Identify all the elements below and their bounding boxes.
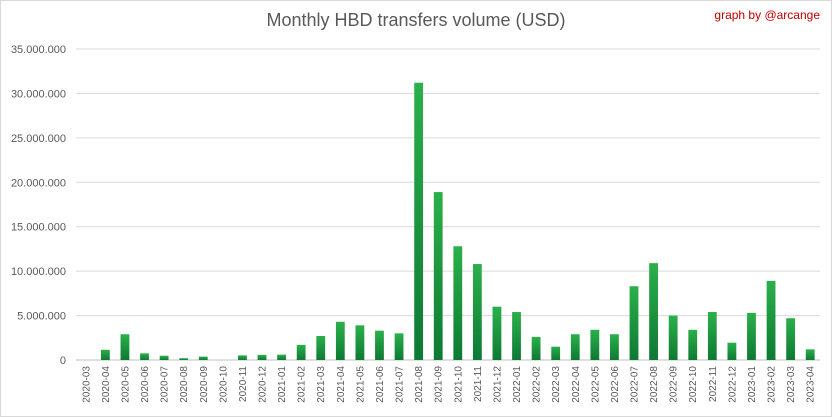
x-tick-label: 2022-02: [532, 366, 543, 403]
bar-2020-04: [100, 349, 110, 360]
bar-2021-02: [296, 344, 306, 360]
bar-2022-05: [590, 329, 600, 360]
bar-2023-03: [786, 318, 796, 360]
x-tick-label: 2022-12: [727, 366, 738, 403]
x-tick-label: 2022-10: [688, 366, 699, 403]
bar-2020-12: [257, 354, 267, 360]
x-tick-label: 2023-02: [767, 366, 778, 403]
x-tick-label: 2022-03: [551, 366, 562, 403]
x-tick-label: 2023-01: [747, 366, 758, 403]
bar-2020-11: [238, 355, 247, 360]
x-tick-label: 2021-09: [434, 366, 445, 403]
bar-2021-06: [375, 330, 384, 360]
x-tick-label: 2020-12: [258, 366, 269, 403]
bar-2022-10: [688, 329, 698, 360]
x-tick-label: 2023-04: [806, 366, 817, 403]
bar-2022-02: [531, 336, 541, 360]
x-tick-label: 2020-03: [81, 366, 92, 403]
x-tick-label: 2020-09: [199, 366, 210, 403]
x-tick-label: 2021-04: [336, 366, 347, 403]
bar-2022-03: [551, 346, 561, 360]
x-tick-label: 2020-07: [160, 366, 171, 403]
y-tick-label: 5.000.000: [17, 311, 66, 323]
y-tick-label: 15.000.000: [11, 222, 66, 234]
y-tick-label: 10.000.000: [11, 266, 66, 278]
bar-2021-03: [316, 336, 326, 360]
bar-2022-08: [649, 263, 658, 360]
y-tick-label: 30.000.000: [11, 88, 66, 100]
x-tick-label: 2020-10: [218, 366, 229, 403]
x-tick-label: 2022-05: [590, 366, 601, 403]
x-tick-label: 2023-03: [786, 366, 797, 403]
bar-2021-08: [414, 82, 424, 360]
x-tick-label: 2022-08: [649, 366, 660, 403]
bar-2021-12: [492, 306, 502, 360]
x-tick-label: 2022-06: [610, 366, 621, 403]
x-tick-label: 2020-11: [238, 366, 249, 402]
x-tick-label: 2022-09: [669, 366, 680, 403]
bar-2020-06: [140, 353, 149, 360]
x-tick-label: 2021-05: [355, 366, 366, 403]
bar-2020-09: [198, 356, 208, 360]
x-tick-label: 2022-01: [512, 366, 523, 403]
bar-2023-04: [805, 349, 815, 360]
chart-title: Monthly HBD transfers volume (USD): [266, 10, 566, 30]
x-tick-label: 2021-02: [297, 366, 308, 403]
x-tick-label: 2020-06: [140, 366, 151, 403]
y-axis-ticks: 0 5.000.000 10.000.000 15.000.000 20.000.000…: [11, 44, 66, 367]
bar-2020-08: [179, 358, 189, 360]
bar-2021-01: [277, 354, 286, 360]
x-tick-label: 2021-08: [414, 366, 425, 403]
bar-2023-02: [766, 280, 776, 360]
x-tick-label: 2022-04: [571, 366, 582, 403]
bar-2020-07: [159, 355, 169, 360]
bar-2021-10: [453, 246, 463, 360]
x-tick-label: 2020-04: [101, 366, 112, 403]
x-tick-label: 2020-08: [179, 366, 190, 403]
x-tick-label: 2021-12: [492, 366, 503, 403]
x-tick-label: 2021-06: [375, 366, 386, 403]
bar-2021-11: [472, 264, 482, 360]
x-tick-label: 2021-10: [453, 366, 464, 403]
x-tick-label: 2021-01: [277, 366, 288, 403]
bar-2021-05: [355, 325, 365, 360]
bar-2020-05: [120, 334, 130, 360]
x-tick-label: 2022-07: [630, 366, 641, 403]
bar-2023-01: [747, 312, 756, 360]
bar-2022-01: [512, 312, 521, 360]
x-tick-label: 2021-11: [473, 366, 484, 402]
y-tick-label: 25.000.000: [11, 133, 66, 145]
bar-2021-04: [335, 321, 345, 360]
bar-2022-12: [727, 342, 737, 360]
y-tick-label: 35.000.000: [11, 44, 66, 56]
x-axis-ticks: 2020-03 2020-04 2020-05 2020-06 2020-07 2020-…: [81, 366, 816, 403]
bar-2022-07: [629, 286, 639, 360]
y-tick-label: 0: [60, 355, 66, 367]
bars: [100, 82, 815, 360]
bar-2022-06: [610, 334, 619, 360]
bar-2021-09: [433, 192, 443, 360]
x-tick-label: 2020-05: [120, 366, 131, 403]
x-tick-label: 2022-11: [708, 366, 719, 402]
chart-credit: graph by @arcange: [714, 8, 820, 22]
bar-2022-11: [707, 312, 717, 360]
x-tick-label: 2021-03: [316, 366, 327, 403]
bar-2022-04: [570, 334, 580, 360]
bar-2022-09: [668, 315, 678, 360]
bar-2021-07: [394, 333, 404, 360]
y-tick-label: 20.000.000: [11, 177, 66, 189]
x-tick-label: 2021-07: [395, 366, 406, 403]
